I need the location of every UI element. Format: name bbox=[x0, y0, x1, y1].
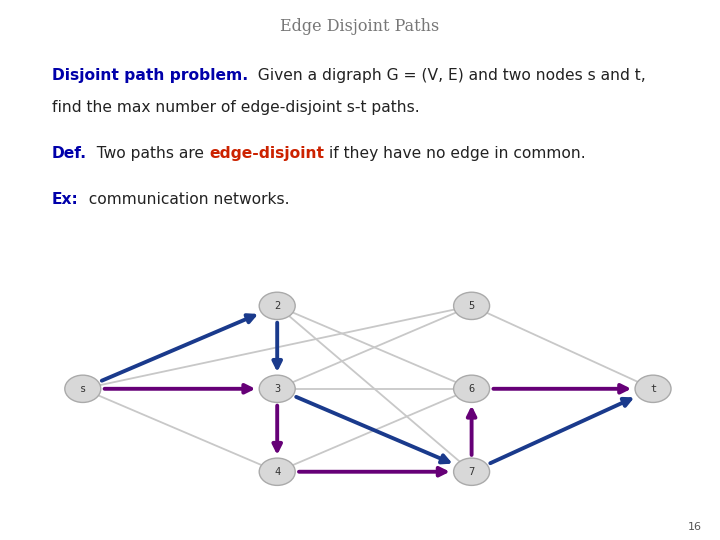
Ellipse shape bbox=[635, 375, 671, 402]
Text: Given a digraph G = (V, E) and two nodes s and t,: Given a digraph G = (V, E) and two nodes… bbox=[248, 68, 646, 83]
Text: 6: 6 bbox=[469, 384, 474, 394]
Text: Ex:: Ex: bbox=[52, 192, 78, 207]
Ellipse shape bbox=[259, 458, 295, 485]
Ellipse shape bbox=[454, 458, 490, 485]
Text: if they have no edge in common.: if they have no edge in common. bbox=[324, 146, 585, 161]
Text: Disjoint path problem.: Disjoint path problem. bbox=[52, 68, 248, 83]
Text: find the max number of edge-disjoint s-t paths.: find the max number of edge-disjoint s-t… bbox=[52, 100, 420, 115]
Text: 16: 16 bbox=[688, 522, 702, 532]
Ellipse shape bbox=[454, 292, 490, 320]
Ellipse shape bbox=[454, 375, 490, 402]
Text: s: s bbox=[80, 384, 86, 394]
Text: 5: 5 bbox=[469, 301, 474, 311]
Text: 7: 7 bbox=[469, 467, 474, 477]
Text: 3: 3 bbox=[274, 384, 280, 394]
Text: t: t bbox=[650, 384, 656, 394]
Ellipse shape bbox=[65, 375, 101, 402]
Text: communication networks.: communication networks. bbox=[78, 192, 289, 207]
Text: edge-disjoint: edge-disjoint bbox=[209, 146, 324, 161]
Text: Two paths are: Two paths are bbox=[87, 146, 209, 161]
Text: Def.: Def. bbox=[52, 146, 87, 161]
Text: 2: 2 bbox=[274, 301, 280, 311]
Text: 4: 4 bbox=[274, 467, 280, 477]
Ellipse shape bbox=[259, 292, 295, 320]
Ellipse shape bbox=[259, 375, 295, 402]
Text: Edge Disjoint Paths: Edge Disjoint Paths bbox=[280, 18, 440, 35]
